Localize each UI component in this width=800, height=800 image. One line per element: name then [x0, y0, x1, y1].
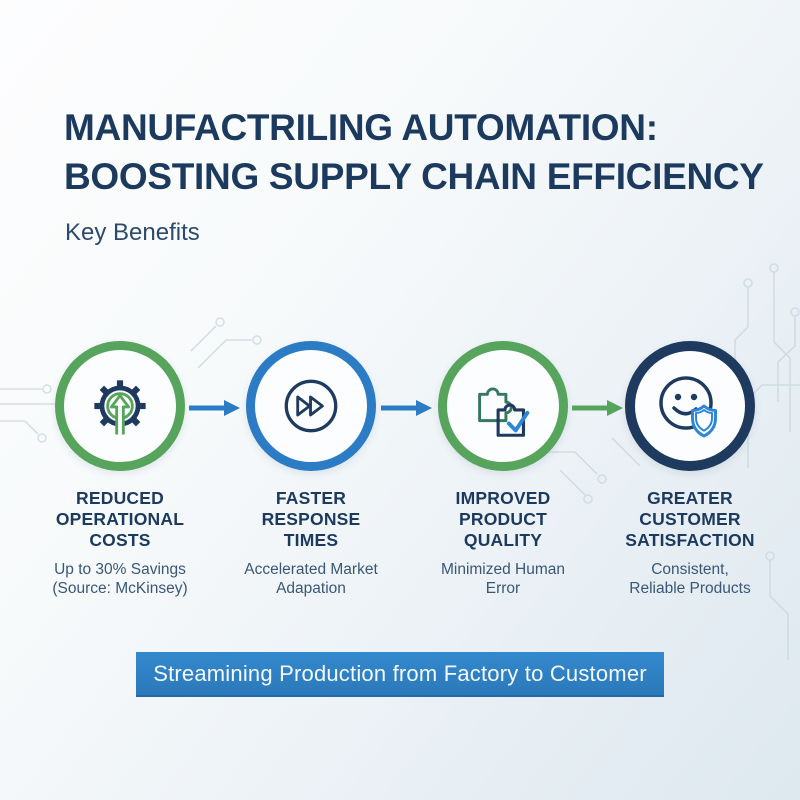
page-title: MANUFACTRILING AUTOMATION: BOOSTING SUPP… — [64, 103, 764, 201]
benefit-reduced-costs: REDUCED OPERATIONAL COSTS Up to 30% Savi… — [25, 341, 215, 598]
page-subtitle: Key Benefits — [65, 219, 200, 246]
benefit-circle — [246, 341, 376, 471]
smiley-shield-icon — [659, 376, 717, 438]
flow-arrow-3 — [572, 400, 623, 416]
benefit-customer-satisfaction: GREATER CUSTOMER SATISFACTION Consistent… — [595, 341, 785, 598]
benefit-title: FASTER RESPONSE TIMES — [261, 488, 361, 550]
benefit-subtext: Minimized Human Error — [440, 561, 566, 597]
puzzle-check-icon — [478, 387, 530, 437]
benefit-title: REDUCED OPERATIONAL COSTS — [55, 488, 185, 550]
page-title-line-2: BOOSTING SUPPLY CHAIN EFFICIENCY — [64, 156, 764, 197]
benefit-product-quality: IMPROVED PRODUCT QUALITY Minimized Human… — [408, 341, 598, 598]
fast-forward-icon — [284, 379, 338, 433]
flow-arrow-2 — [381, 400, 432, 416]
benefit-circle — [438, 341, 568, 471]
page-title-line-1: MANUFACTRILING AUTOMATION: — [64, 107, 658, 148]
benefit-circle — [55, 341, 185, 471]
benefit-subtext: Consistent, Reliable Products — [629, 561, 751, 597]
benefit-faster-response: FASTER RESPONSE TIMES Accelerated Market… — [216, 341, 406, 598]
gear-up-arrow-icon — [94, 380, 146, 435]
benefit-subtext: Up to 30% Savings (Source: McKinsey) — [52, 561, 188, 597]
banner-label: Streamining Production from Factory to C… — [153, 660, 647, 686]
flow-arrow-1 — [189, 400, 240, 416]
benefit-title: IMPROVED PRODUCT QUALITY — [455, 488, 551, 550]
benefit-subtext: Accelerated Market Adapation — [244, 561, 378, 597]
benefit-title: GREATER CUSTOMER SATISFACTION — [625, 488, 755, 550]
benefit-circle — [625, 341, 755, 471]
bottom-banner: Streamining Production from Factory to C… — [136, 652, 664, 697]
